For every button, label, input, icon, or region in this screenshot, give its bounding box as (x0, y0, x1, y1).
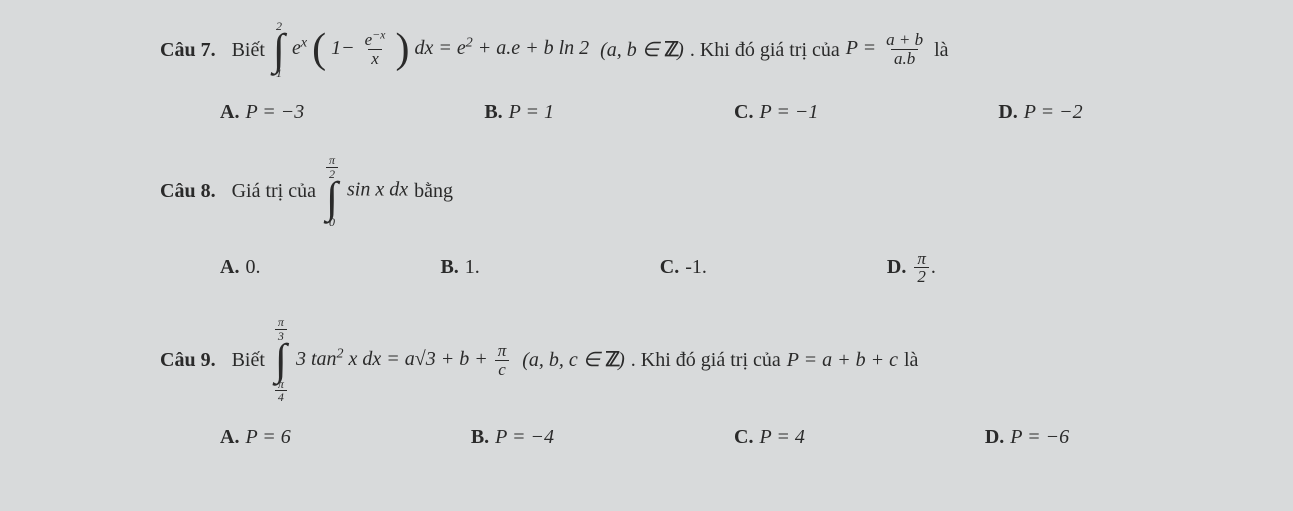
choice-a[interactable]: A. 0. (220, 250, 260, 287)
denominator: 4 (275, 390, 287, 404)
question-label: Câu 7. (160, 38, 216, 62)
text: . Khi đó giá trị của (631, 348, 781, 372)
numerator: π (495, 342, 510, 360)
integral: 2 ∫ 1 ex ( 1− e−x x ) dx = e2 + a.e + b … (271, 20, 589, 79)
choice-text: P = −1 (759, 101, 818, 124)
question-8-stem: Câu 8. Giá trị của π 2 ∫ 0 sin x dx bằng (160, 154, 1233, 227)
text: . Khi đó giá trị của (690, 38, 840, 62)
fraction: a + b a.b (883, 31, 926, 68)
integers-symbol: ℤ (605, 348, 618, 372)
fraction: π c (495, 342, 510, 379)
choice-label: D. (887, 256, 906, 279)
question-label: Câu 8. (160, 179, 216, 203)
e-x: ex (292, 37, 307, 59)
choice-a[interactable]: A. P = 6 (220, 426, 291, 449)
P-def: P = a + b + c (787, 348, 898, 372)
int-sign: ∫ (273, 32, 285, 67)
numerator: π (275, 378, 287, 391)
numerator: π (914, 250, 929, 268)
rhs: dx = e2 + a.e + b ln 2 (414, 37, 589, 59)
open-paren: ( (312, 26, 326, 72)
choice-label: B. (440, 256, 458, 279)
choice-text: P = 1 (509, 101, 554, 124)
denominator: x (368, 49, 382, 68)
denominator: a.b (891, 49, 918, 68)
numerator: π (326, 154, 338, 167)
integers-symbol: ℤ (664, 38, 677, 62)
choice-c[interactable]: C. -1. (660, 250, 707, 287)
question-7: Câu 7. Biết 2 ∫ 1 ex ( 1− e−x x ) dx = e… (160, 20, 1233, 124)
question-9: Câu 9. Biết π 3 ∫ π 4 (160, 316, 1233, 449)
integral: π 3 ∫ π 4 3 tan2 x dx = a√3 + b + π (271, 316, 511, 404)
one-minus: 1− (331, 37, 355, 59)
numerator: a + b (883, 31, 926, 49)
choice-d[interactable]: D. π 2 . (887, 250, 936, 287)
choice-c[interactable]: C. P = 4 (734, 426, 805, 449)
question-8-choices: A. 0. B. 1. C. -1. D. π 2 . (220, 250, 1233, 287)
choice-b[interactable]: B. P = −4 (471, 426, 554, 449)
choice-text: -1. (685, 256, 707, 279)
choice-label: A. (220, 426, 239, 449)
choice-text: π 2 . (912, 250, 936, 287)
choice-text: P = 4 (759, 426, 804, 449)
choice-text: 0. (245, 256, 260, 279)
choice-c[interactable]: C. P = −1 (734, 101, 818, 124)
choice-label: D. (985, 426, 1004, 449)
denominator: 2 (914, 267, 929, 286)
choice-label: C. (734, 101, 753, 124)
choice-label: A. (220, 101, 239, 124)
choice-d[interactable]: D. P = −2 (998, 101, 1082, 124)
question-7-choices: A. P = −3 B. P = 1 C. P = −1 D. P = −2 (220, 101, 1233, 124)
denominator: c (495, 360, 509, 379)
choice-text: P = −4 (495, 426, 554, 449)
choice-d[interactable]: D. P = −6 (985, 426, 1069, 449)
question-8: Câu 8. Giá trị của π 2 ∫ 0 sin x dx bằng (160, 154, 1233, 286)
integral-symbol: 2 ∫ 1 (273, 20, 285, 79)
choice-a[interactable]: A. P = −3 (220, 101, 304, 124)
text: là (904, 348, 918, 372)
int-sign: ∫ (326, 180, 338, 215)
question-9-stem: Câu 9. Biết π 3 ∫ π 4 (160, 316, 1233, 404)
lower-bound: π 4 (273, 378, 289, 404)
choice-label: D. (998, 101, 1017, 124)
integral: π 2 ∫ 0 sin x dx (322, 154, 408, 227)
choice-b[interactable]: B. 1. (440, 250, 479, 287)
choice-text: P = 6 (245, 426, 290, 449)
choice-label: B. (484, 101, 502, 124)
question-label: Câu 9. (160, 348, 216, 372)
numerator: e−x (362, 31, 389, 49)
text: là (934, 38, 948, 62)
choice-text: P = −2 (1024, 101, 1083, 124)
question-7-stem: Câu 7. Biết 2 ∫ 1 ex ( 1− e−x x ) dx = e… (160, 20, 1233, 79)
lower-bound: 0 (329, 216, 335, 228)
choice-label: C. (734, 426, 753, 449)
choice-text: P = −3 (245, 101, 304, 124)
question-9-choices: A. P = 6 B. P = −4 C. P = 4 D. P = −6 (220, 426, 1233, 449)
P-def: P = a + b a.b (846, 31, 928, 68)
exam-page: Câu 7. Biết 2 ∫ 1 ex ( 1− e−x x ) dx = e… (0, 0, 1293, 499)
integrand: sin x dx (347, 178, 408, 200)
choice-label: A. (220, 256, 239, 279)
domain: (a, b, c ∈ ℤ) (517, 348, 625, 372)
choice-text: P = −6 (1010, 426, 1069, 449)
choice-text: 1. (465, 256, 480, 279)
text: Giá trị của (232, 179, 316, 203)
integral-symbol: π 2 ∫ 0 (324, 154, 340, 227)
choice-b[interactable]: B. P = 1 (484, 101, 554, 124)
integrand: 3 tan2 x dx = a√3 + b + (296, 348, 488, 370)
numerator: π (275, 316, 287, 329)
integral-symbol: π 3 ∫ π 4 (273, 316, 289, 404)
domain: (a, b ∈ ℤ) (595, 38, 684, 62)
text: Biết (232, 38, 265, 62)
close-paren: ) (395, 26, 409, 72)
text: Biết (232, 348, 265, 372)
text: bằng (414, 179, 453, 203)
choice-label: B. (471, 426, 489, 449)
choice-label: C. (660, 256, 679, 279)
lower-bound: 1 (276, 67, 282, 79)
fraction: e−x x (362, 31, 389, 68)
int-sign: ∫ (275, 342, 287, 377)
